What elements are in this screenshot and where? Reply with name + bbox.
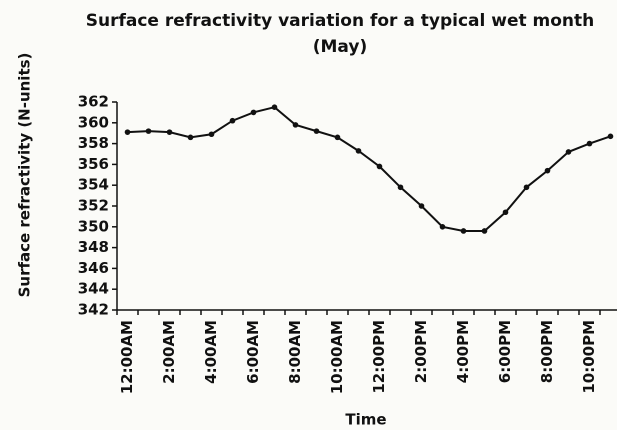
x-axis-label: Time <box>345 411 386 429</box>
x-tick-label: 12:00AM <box>118 320 136 394</box>
y-tick-label: 356 <box>78 155 109 173</box>
marker <box>334 134 341 141</box>
y-axis-label: Surface refractivity (N-units) <box>16 53 34 298</box>
marker <box>607 133 614 140</box>
y-tick-label: 346 <box>78 259 109 277</box>
marker <box>166 129 173 135</box>
x-tick-label: 2:00PM <box>412 320 430 383</box>
line <box>127 106 611 232</box>
y-tick-label: 344 <box>78 280 109 298</box>
marker <box>439 224 446 230</box>
x-tick-label: 6:00AM <box>244 320 262 384</box>
x-tick-label: 10:00PM <box>580 320 598 394</box>
marker <box>229 117 236 124</box>
marker <box>481 228 488 234</box>
marker <box>544 167 551 174</box>
marker <box>250 109 257 116</box>
marker <box>145 128 152 134</box>
marker <box>523 184 530 191</box>
marker <box>292 122 299 128</box>
marker <box>565 149 572 155</box>
x-tick-label: 6:00PM <box>496 320 514 383</box>
marker <box>586 140 593 147</box>
x-tick-label: 2:00AM <box>160 320 178 384</box>
x-tick-label: 4:00AM <box>202 320 220 384</box>
x-tick-label: 4:00PM <box>454 320 472 383</box>
x-tick-label: 8:00AM <box>286 320 304 384</box>
y-tick-label: 350 <box>78 217 109 235</box>
marker <box>418 203 425 209</box>
x-tick-label: 10:00AM <box>328 320 346 394</box>
x-tick-label: 12:00PM <box>370 320 388 394</box>
marker <box>502 209 509 216</box>
y-tick-label: 360 <box>78 113 109 131</box>
x-tick-label: 8:00PM <box>538 320 556 383</box>
y-tick-label: 358 <box>78 134 109 152</box>
y-tick-label: 354 <box>78 176 109 194</box>
chart-title: Surface refractivity variation for a typ… <box>85 11 595 57</box>
y-tick-label: 352 <box>78 197 109 215</box>
marker <box>313 128 320 134</box>
y-tick-label: 342 <box>78 301 109 319</box>
marker <box>271 104 278 110</box>
y-tick-label: 348 <box>78 238 109 256</box>
marker <box>124 129 131 135</box>
y-tick-label: 362 <box>78 93 109 111</box>
marker <box>376 163 383 170</box>
marker <box>187 134 194 141</box>
marker <box>460 228 467 234</box>
marker <box>397 184 404 191</box>
marker <box>208 131 215 138</box>
marker <box>355 148 362 154</box>
